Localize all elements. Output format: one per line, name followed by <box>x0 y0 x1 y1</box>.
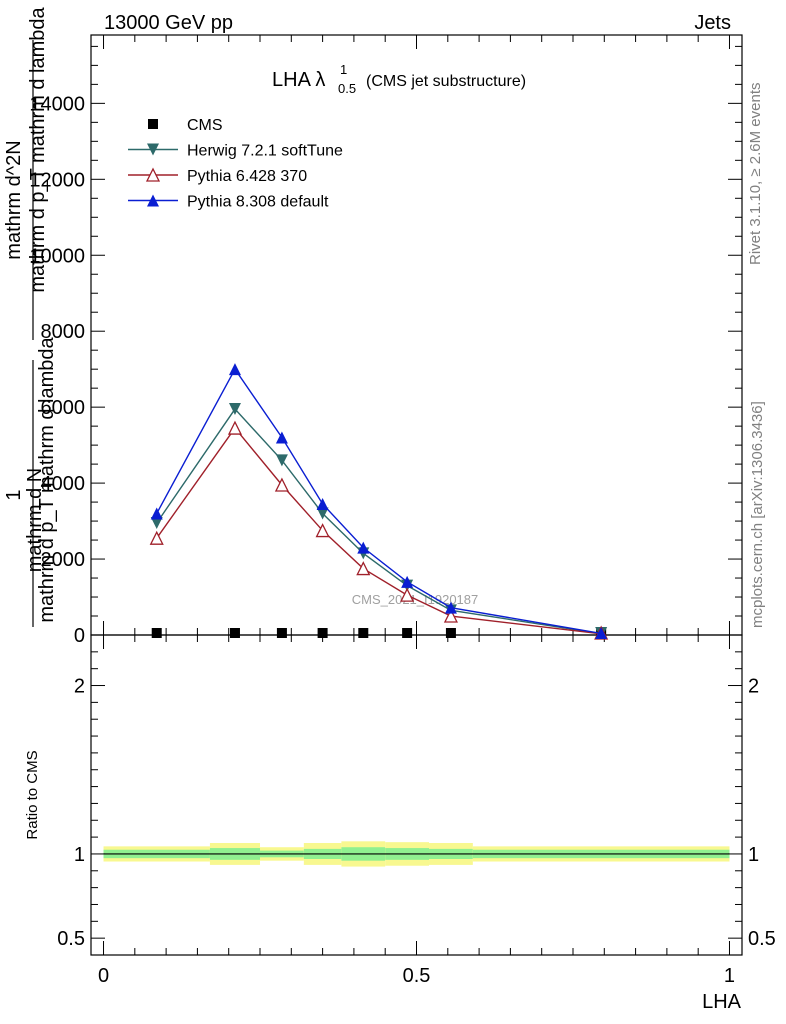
y-tick-label: 2000 <box>41 549 86 571</box>
data-point <box>317 628 328 638</box>
data-point <box>316 507 329 520</box>
legend-marker <box>147 143 159 156</box>
data-point <box>595 627 608 639</box>
main-y-axis-label: 1 mathrm d N mathrm d p_T mathrm d lambd… <box>3 6 58 627</box>
main-axis-ticks: 0 2000 4000 6000 8000 10000 12000 14000 <box>29 45 742 647</box>
series-3 <box>150 363 608 639</box>
mcplots-label: mcplots.cern.ch [arXiv:1306.3436] <box>749 401 766 628</box>
ratio-tick-label: 2 <box>74 676 85 698</box>
data-point <box>400 587 415 602</box>
legend-label: Pythia 6.428 370 <box>187 168 307 185</box>
ylabel-frac-bottom: mathrm d p_T mathrm d lambda <box>36 336 58 622</box>
data-point <box>228 403 241 416</box>
data-point <box>402 628 413 638</box>
title-suffix: (CMS jet substructure) <box>366 73 526 90</box>
legend-marker <box>148 119 158 129</box>
ratio-plot-frame <box>90 634 743 956</box>
data-point <box>274 477 289 492</box>
series-line <box>156 407 602 635</box>
data-point <box>276 628 287 638</box>
x-axis-label: LHA <box>702 991 742 1013</box>
y-tick-label: 12000 <box>29 169 85 191</box>
ylabel-lead: 1 <box>3 489 25 500</box>
x-tick-label: 1 <box>724 965 735 987</box>
data-point <box>358 628 369 638</box>
ylabel-second-bottom: mathrm d p_T mathrm d lambda <box>27 6 49 292</box>
series-line <box>156 367 602 635</box>
ratio-y-axis-label: Ratio to CMS <box>24 750 41 839</box>
data-point <box>275 431 288 444</box>
series-line <box>156 426 602 635</box>
ylabel-frac-top: mathrm d N <box>24 468 46 572</box>
series-0 <box>151 628 607 638</box>
legend-entry-1: Herwig 7.2.1 softTune <box>128 143 343 160</box>
header-left: 13000 GeV pp <box>104 12 233 34</box>
legend-marker <box>147 194 159 207</box>
rivet-label: Rivet 3.1.10, ≥ 2.6M events <box>747 83 764 266</box>
data-point <box>229 628 240 638</box>
data-point <box>150 516 163 529</box>
legend: CMS Herwig 7.2.1 softTune Pythia 6.428 370… <box>128 117 343 211</box>
data-point <box>151 628 162 638</box>
y-tick-label: 4000 <box>41 473 86 495</box>
ratio-tick-label-right: 1 <box>748 844 759 866</box>
data-point <box>275 454 288 467</box>
legend-label: CMS <box>187 117 223 134</box>
chart-title: LHA λ 1 0.5 (CMS jet substructure) <box>272 62 526 96</box>
y-tick-label: 0 <box>74 625 85 647</box>
data-point <box>315 523 330 538</box>
x-tick-label: 0.5 <box>403 965 431 987</box>
ylabel-second-top: mathrm d^2N <box>3 140 25 259</box>
legend-entry-2: Pythia 6.428 370 <box>128 167 307 185</box>
data-point <box>445 628 456 638</box>
y-tick-label: 10000 <box>29 245 85 267</box>
title-sub: 0.5 <box>338 81 356 96</box>
legend-entry-0: CMS <box>148 117 223 134</box>
data-point <box>316 497 329 510</box>
data-point <box>150 507 163 520</box>
legend-marker <box>145 167 161 182</box>
data-point <box>357 541 370 554</box>
x-tick-label: 0 <box>98 965 109 987</box>
y-tick-label: 8000 <box>41 321 86 343</box>
data-point <box>443 608 458 623</box>
series-layer <box>149 363 609 640</box>
data-point <box>228 363 241 376</box>
data-point <box>444 601 457 614</box>
title-sup: 1 <box>340 62 347 77</box>
y-tick-label: 6000 <box>41 397 86 419</box>
legend-label: Pythia 8.308 default <box>187 194 329 211</box>
ratio-tick-label-right: 0.5 <box>748 928 776 950</box>
ratio-tick-label: 1 <box>74 844 85 866</box>
legend-label: Herwig 7.2.1 softTune <box>187 143 343 160</box>
data-point <box>149 530 164 545</box>
ratio-tick-label: 0.5 <box>57 928 85 950</box>
title-main: LHA λ <box>272 69 325 91</box>
y-tick-label: 14000 <box>29 93 85 115</box>
data-point <box>356 561 371 576</box>
data-point <box>227 420 243 435</box>
header-right: Jets <box>694 12 731 34</box>
ratio-axis-ticks: 0.5 0.5 1 1 2 2 <box>57 651 776 950</box>
legend-entry-3: Pythia 8.308 default <box>128 194 329 211</box>
ratio-tick-label-right: 2 <box>748 676 759 698</box>
data-point <box>401 575 414 588</box>
